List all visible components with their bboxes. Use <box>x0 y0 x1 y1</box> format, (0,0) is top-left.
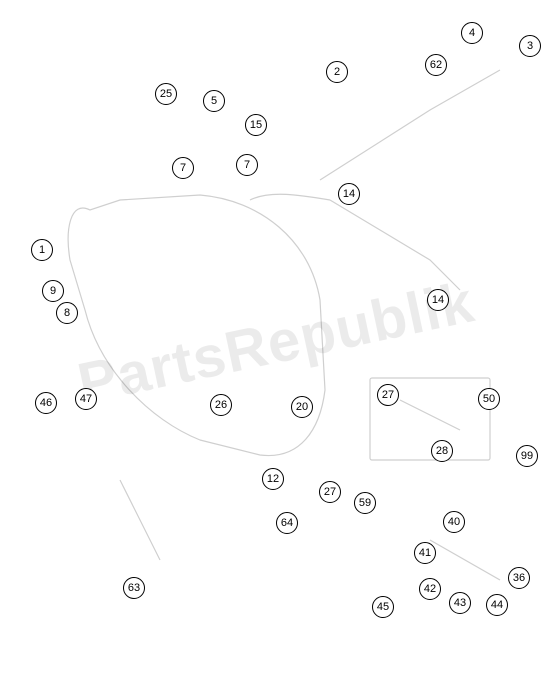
callout-36[interactable]: 36 <box>508 567 530 589</box>
callout-47[interactable]: 47 <box>75 388 97 410</box>
callout-26[interactable]: 26 <box>210 394 232 416</box>
callout-45[interactable]: 45 <box>372 596 394 618</box>
callout-14a[interactable]: 14 <box>338 183 360 205</box>
callout-7b[interactable]: 7 <box>236 154 258 176</box>
callout-63[interactable]: 63 <box>123 577 145 599</box>
diagram-canvas: PartsRepublik 12345778912141415202526272… <box>0 0 551 685</box>
callout-40[interactable]: 40 <box>443 511 465 533</box>
callout-46[interactable]: 46 <box>35 392 57 414</box>
callout-64[interactable]: 64 <box>276 512 298 534</box>
callout-99[interactable]: 99 <box>516 445 538 467</box>
callout-44[interactable]: 44 <box>486 594 508 616</box>
callout-43[interactable]: 43 <box>449 592 471 614</box>
frame-path <box>400 400 460 430</box>
callout-20[interactable]: 20 <box>291 396 313 418</box>
callout-4[interactable]: 4 <box>461 22 483 44</box>
callout-2[interactable]: 2 <box>326 61 348 83</box>
frame-path <box>320 70 500 180</box>
frame-path <box>250 194 330 200</box>
callout-42[interactable]: 42 <box>419 578 441 600</box>
frame-path <box>430 540 500 580</box>
frame-path <box>68 195 325 456</box>
callout-12[interactable]: 12 <box>262 468 284 490</box>
callout-27a[interactable]: 27 <box>377 384 399 406</box>
callout-41[interactable]: 41 <box>414 542 436 564</box>
frame-path <box>330 200 460 290</box>
callout-1[interactable]: 1 <box>31 239 53 261</box>
callout-3[interactable]: 3 <box>519 35 541 57</box>
callout-14b[interactable]: 14 <box>427 289 449 311</box>
callout-27b[interactable]: 27 <box>319 481 341 503</box>
callout-7a[interactable]: 7 <box>172 157 194 179</box>
callout-28[interactable]: 28 <box>431 440 453 462</box>
callout-59[interactable]: 59 <box>354 492 376 514</box>
frame-sketch <box>0 0 551 685</box>
frame-lines <box>68 70 500 580</box>
callout-62[interactable]: 62 <box>425 54 447 76</box>
callout-5[interactable]: 5 <box>203 90 225 112</box>
callout-50[interactable]: 50 <box>478 388 500 410</box>
callout-15[interactable]: 15 <box>245 114 267 136</box>
callout-25[interactable]: 25 <box>155 83 177 105</box>
watermark-text: PartsRepublik <box>71 268 479 417</box>
frame-path <box>120 480 160 560</box>
callout-9[interactable]: 9 <box>42 280 64 302</box>
callout-8[interactable]: 8 <box>56 302 78 324</box>
